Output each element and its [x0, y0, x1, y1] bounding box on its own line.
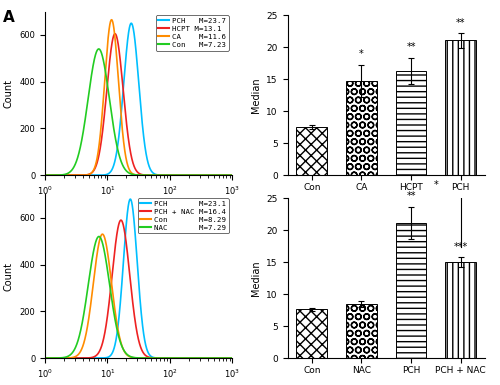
Y-axis label: Count: Count: [4, 79, 14, 108]
Text: A: A: [2, 10, 14, 25]
Text: **: **: [406, 42, 416, 52]
Bar: [396, 223, 426, 358]
Bar: [296, 127, 327, 175]
Text: **: **: [406, 191, 416, 201]
Bar: [296, 310, 327, 358]
X-axis label: FL1-H::DCF: FL1-H::DCF: [104, 203, 174, 213]
Text: ***: ***: [454, 242, 468, 252]
Legend: PCH   M=23.7, HCPT M=13.1, CA    M=11.6, Con   M=7.23: PCH M=23.7, HCPT M=13.1, CA M=11.6, Con …: [156, 15, 229, 50]
Text: **: **: [456, 18, 466, 28]
Bar: [446, 262, 476, 358]
Text: *: *: [434, 180, 438, 190]
Bar: [396, 71, 426, 175]
Y-axis label: Count: Count: [4, 262, 14, 291]
Bar: [346, 304, 377, 358]
Legend: PCH       M=23.1, PCH + NAC M=16.4, Con       M=8.29, NAC       M=7.29: PCH M=23.1, PCH + NAC M=16.4, Con M=8.29…: [138, 198, 229, 233]
Y-axis label: Median: Median: [250, 77, 260, 113]
Text: *: *: [359, 50, 364, 60]
Y-axis label: Median: Median: [250, 260, 260, 296]
Bar: [446, 40, 476, 175]
Bar: [346, 80, 377, 175]
